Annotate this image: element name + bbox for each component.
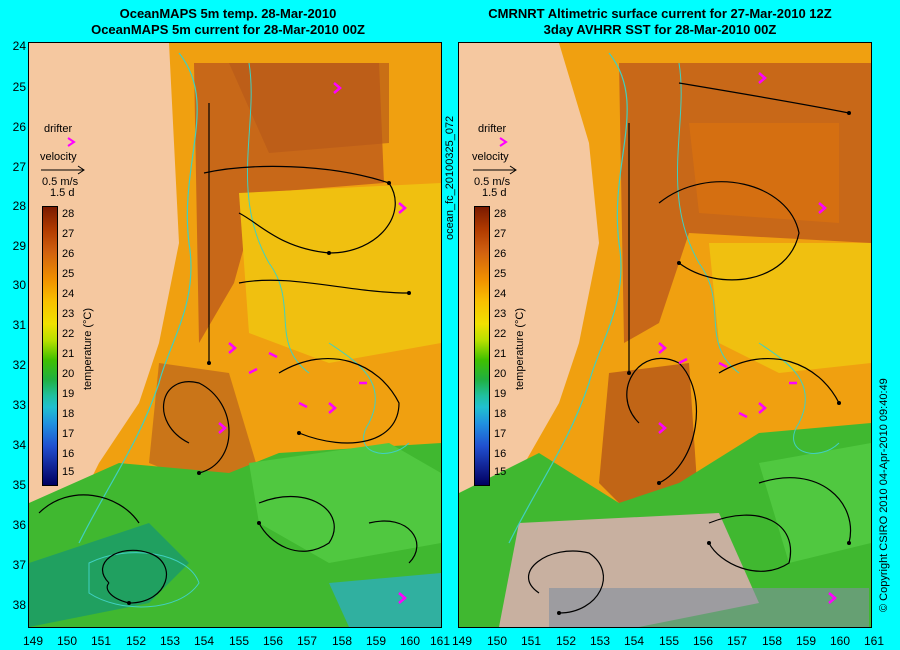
- colorbar-tick: 25: [494, 268, 507, 280]
- colorbar-tick: 26: [494, 248, 507, 260]
- colorbar-tick: 23: [494, 308, 507, 320]
- right-title-line1: CMRNRT Altimetric surface current for 27…: [488, 6, 832, 21]
- run-id-label: ocean_fc_20100325_072: [444, 115, 456, 240]
- colorbar-tick: 25: [62, 268, 75, 280]
- colorbar-tick: 27: [62, 228, 75, 240]
- lon-label: 159: [365, 634, 387, 648]
- lon-label: 161: [863, 634, 885, 648]
- colorbar-tick: 19: [62, 388, 75, 400]
- lon-label: 154: [623, 634, 645, 648]
- velocity-legend-label: velocity: [472, 151, 509, 163]
- lat-label: 27: [12, 160, 26, 174]
- lon-label: 149: [451, 634, 473, 648]
- lon-label: 153: [159, 634, 181, 648]
- right-title-line2: 3day AVHRR SST for 28-Mar-2010 00Z: [543, 22, 777, 37]
- lat-label: 37: [12, 558, 26, 572]
- lon-label: 160: [399, 634, 421, 648]
- speed-legend-label: 0.5 m/s: [474, 176, 511, 188]
- lat-label: 29: [12, 239, 26, 253]
- colorbar-tick: 20: [494, 368, 507, 380]
- drifter-legend-icon: [67, 137, 76, 147]
- drifter-legend-label: drifter: [478, 123, 507, 135]
- lon-label: 152: [555, 634, 577, 648]
- colorbar-title: temperature (°C): [82, 307, 94, 390]
- colorbar-tick: 24: [62, 288, 75, 300]
- velocity-arrow-icon: [41, 165, 85, 175]
- lon-label: 157: [726, 634, 748, 648]
- lat-label: 36: [12, 518, 26, 532]
- lat-label: 28: [12, 199, 26, 213]
- colorbar-tick: 15: [62, 466, 75, 478]
- duration-legend-label: 1.5 d: [50, 187, 75, 199]
- colorbar-tick: 17: [494, 428, 507, 440]
- lon-label: 161: [429, 634, 451, 648]
- right-map[interactable]: [458, 42, 872, 628]
- lon-label: 160: [829, 634, 851, 648]
- lon-label: 159: [795, 634, 817, 648]
- lon-label: 153: [589, 634, 611, 648]
- colorbar-tick: 22: [62, 328, 75, 340]
- left-title-line2: OceanMAPS 5m current for 28-Mar-2010 00Z: [91, 22, 365, 37]
- colorbar-tick: 18: [62, 408, 75, 420]
- right-panel-title: CMRNRT Altimetric surface current for 27…: [450, 6, 870, 38]
- velocity-arrow-icon: [473, 165, 517, 175]
- colorbar-title: temperature (°C): [514, 307, 526, 390]
- lat-label: 25: [12, 80, 26, 94]
- lon-label: 158: [331, 634, 353, 648]
- temperature-colorbar: [42, 206, 58, 486]
- left-panel-title: OceanMAPS 5m temp. 28-Mar-2010 OceanMAPS…: [18, 6, 438, 38]
- lon-label: 156: [262, 634, 284, 648]
- colorbar-tick: 17: [62, 428, 75, 440]
- lat-label: 24: [12, 39, 26, 53]
- lat-label: 30: [12, 278, 26, 292]
- colorbar-tick: 21: [494, 348, 507, 360]
- left-title-line1: OceanMAPS 5m temp. 28-Mar-2010: [119, 6, 337, 21]
- colorbar-tick: 24: [494, 288, 507, 300]
- lat-label: 35: [12, 478, 26, 492]
- colorbar-tick: 22: [494, 328, 507, 340]
- lon-label: 157: [296, 634, 318, 648]
- lon-label: 155: [228, 634, 250, 648]
- lon-label: 155: [658, 634, 680, 648]
- colorbar-tick: 28: [494, 208, 507, 220]
- duration-legend-label: 1.5 d: [482, 187, 507, 199]
- colorbar-tick: 16: [494, 448, 507, 460]
- colorbar-tick: 19: [494, 388, 507, 400]
- colorbar-tick: 15: [494, 466, 507, 478]
- lat-label: 32: [12, 358, 26, 372]
- velocity-legend-label: velocity: [40, 151, 77, 163]
- lon-label: 150: [486, 634, 508, 648]
- colorbar-tick: 16: [62, 448, 75, 460]
- lon-label: 151: [90, 634, 112, 648]
- colorbar-tick: 27: [494, 228, 507, 240]
- drifter-legend-icon: [499, 137, 508, 147]
- lon-label: 152: [125, 634, 147, 648]
- colorbar-tick: 23: [62, 308, 75, 320]
- right-map-canvas: [459, 43, 871, 627]
- lat-label: 26: [12, 120, 26, 134]
- colorbar-tick: 21: [62, 348, 75, 360]
- drifter-legend-label: drifter: [44, 123, 73, 135]
- lat-label: 38: [12, 598, 26, 612]
- lat-label: 34: [12, 438, 26, 452]
- copyright-label: © Copyright CSIRO 2010 04-Apr-2010 09:40…: [878, 378, 890, 612]
- left-map[interactable]: [28, 42, 442, 628]
- colorbar-tick: 18: [494, 408, 507, 420]
- lon-label: 149: [22, 634, 44, 648]
- lon-label: 156: [692, 634, 714, 648]
- lon-label: 158: [761, 634, 783, 648]
- lat-label: 31: [12, 318, 26, 332]
- speed-legend-label: 0.5 m/s: [42, 176, 79, 188]
- temperature-colorbar: [474, 206, 490, 486]
- lon-label: 150: [56, 634, 78, 648]
- lat-label: 33: [12, 398, 26, 412]
- lon-label: 154: [193, 634, 215, 648]
- colorbar-tick: 20: [62, 368, 75, 380]
- left-map-canvas: [29, 43, 441, 627]
- colorbar-tick: 28: [62, 208, 75, 220]
- colorbar-tick: 26: [62, 248, 75, 260]
- lon-label: 151: [520, 634, 542, 648]
